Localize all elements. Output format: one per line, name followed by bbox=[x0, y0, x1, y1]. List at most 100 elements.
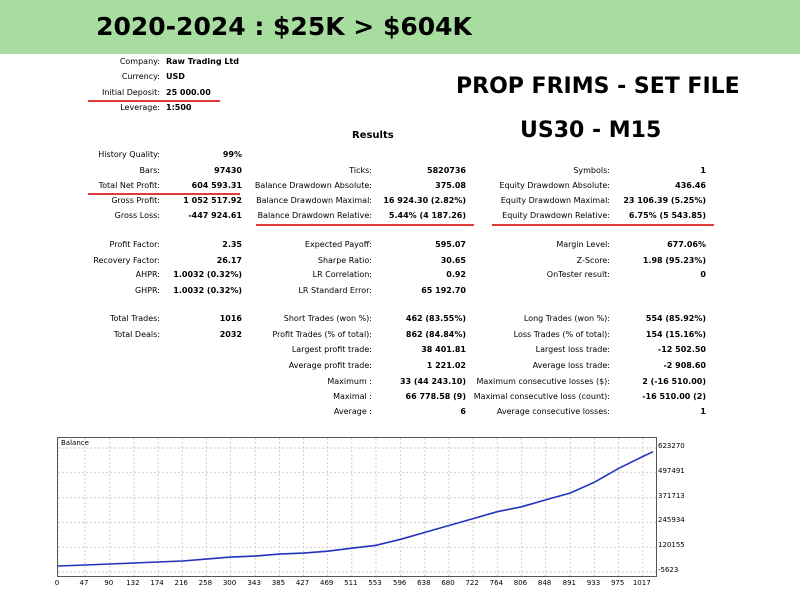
x-tick-label: 933 bbox=[586, 579, 601, 587]
net-profit-underline bbox=[88, 193, 240, 195]
header-value: 1:500 bbox=[166, 103, 192, 112]
stat-value: 1 bbox=[700, 166, 706, 175]
x-tick-label: 47 bbox=[79, 579, 89, 587]
stat-label: Maximal : bbox=[333, 392, 372, 401]
x-tick-label: 764 bbox=[489, 579, 503, 587]
x-tick-label: 427 bbox=[295, 579, 310, 587]
stat-label: Profit Trades (% of total): bbox=[272, 330, 372, 339]
stat-label: Balance Drawdown Relative: bbox=[257, 211, 372, 220]
stat-value: 0.92 bbox=[446, 270, 466, 279]
results-title: Results bbox=[352, 130, 394, 141]
stat-value: 0 bbox=[700, 270, 706, 279]
initial-deposit-underline bbox=[88, 100, 220, 102]
stat-label: Recovery Factor: bbox=[93, 256, 160, 265]
y-tick-label: 120155 bbox=[658, 541, 685, 550]
x-tick-label: 553 bbox=[368, 579, 382, 587]
banner-title: 2020-2024 : $25K > $604K bbox=[96, 12, 472, 41]
stat-value: 16 924.30 (2.82%) bbox=[383, 196, 466, 205]
x-tick-label: 174 bbox=[150, 579, 164, 587]
x-tick-label: 806 bbox=[513, 579, 528, 587]
stat-label: Margin Level: bbox=[556, 240, 610, 249]
stat-label: Total Trades: bbox=[110, 314, 160, 323]
stat-value: 66 778.58 (9) bbox=[405, 392, 466, 401]
stat-value: 677.06% bbox=[667, 240, 706, 249]
stat-label: Equity Drawdown Absolute: bbox=[499, 181, 610, 190]
top-banner bbox=[0, 0, 800, 54]
stat-value: 6.75% (5 543.85) bbox=[628, 211, 706, 220]
stat-value: 5.44% (4 187.26) bbox=[388, 211, 466, 220]
stat-value: 2.35 bbox=[222, 240, 242, 249]
header-label: Company: bbox=[119, 57, 160, 66]
stat-value: 6 bbox=[460, 407, 466, 416]
stat-value: 5820736 bbox=[427, 166, 466, 175]
x-tick-label: 1017 bbox=[632, 579, 651, 587]
stat-value: 1016 bbox=[219, 314, 242, 323]
stat-value: 65 192.70 bbox=[421, 286, 466, 295]
stat-value: 462 (83.55%) bbox=[405, 314, 466, 323]
stat-label: Largest loss trade: bbox=[535, 345, 610, 354]
equity-drawdown-underline bbox=[492, 224, 714, 226]
y-tick-label: 371713 bbox=[658, 491, 685, 500]
header-label: Currency: bbox=[121, 72, 160, 81]
header-label: Initial Deposit: bbox=[102, 88, 160, 97]
stat-label: Bars: bbox=[139, 166, 160, 175]
balance-drawdown-underline bbox=[256, 224, 474, 226]
x-tick-label: 258 bbox=[198, 579, 213, 587]
stat-value: 862 (84.84%) bbox=[405, 330, 466, 339]
stat-label: Largest profit trade: bbox=[291, 345, 372, 354]
stat-label: Maximum : bbox=[327, 377, 372, 386]
x-tick-label: 722 bbox=[465, 579, 479, 587]
stat-label: Loss Trades (% of total): bbox=[513, 330, 610, 339]
stat-value: 375.08 bbox=[435, 181, 466, 190]
stat-label: Gross Profit: bbox=[111, 196, 160, 205]
stat-label: Short Trades (won %): bbox=[283, 314, 372, 323]
x-tick-label: 511 bbox=[344, 579, 358, 587]
stat-label: Average profit trade: bbox=[288, 361, 372, 370]
stat-label: Average loss trade: bbox=[532, 361, 610, 370]
stat-value: 99% bbox=[222, 150, 242, 159]
stat-value: 26.17 bbox=[216, 256, 242, 265]
x-tick-label: 216 bbox=[174, 579, 188, 587]
stat-value: 1 052 517.92 bbox=[183, 196, 242, 205]
stat-label: LR Standard Error: bbox=[298, 286, 372, 295]
stat-label: Gross Loss: bbox=[114, 211, 160, 220]
stat-label: Profit Factor: bbox=[109, 240, 160, 249]
header-label: Leverage: bbox=[120, 103, 160, 112]
header-value: Raw Trading Ltd bbox=[166, 57, 239, 66]
stat-label: History Quality: bbox=[98, 150, 160, 159]
stat-value: 554 (85.92%) bbox=[645, 314, 706, 323]
stat-value: 97430 bbox=[214, 166, 242, 175]
y-tick-label: 245934 bbox=[658, 516, 685, 525]
x-tick-label: 300 bbox=[222, 579, 237, 587]
stat-label: Total Deals: bbox=[113, 330, 160, 339]
x-tick-label: 469 bbox=[319, 579, 334, 587]
promo-line-1: PROP FRIMS - SET FILE bbox=[456, 74, 740, 99]
x-tick-label: 638 bbox=[417, 579, 431, 587]
stat-label: GHPR: bbox=[134, 286, 160, 295]
stat-label: Equity Drawdown Relative: bbox=[502, 211, 610, 220]
stat-label: Balance Drawdown Maximal: bbox=[256, 196, 372, 205]
stat-value: 595.07 bbox=[435, 240, 466, 249]
stat-value: 1 bbox=[700, 407, 706, 416]
stat-value: 1 221.02 bbox=[426, 361, 466, 370]
stat-value: 1.0032 (0.32%) bbox=[173, 270, 242, 279]
stat-label: Maximal consecutive loss (count): bbox=[473, 392, 610, 401]
stat-label: Long Trades (won %): bbox=[523, 314, 610, 323]
balance-chart bbox=[57, 437, 657, 577]
stat-value: 2032 bbox=[219, 330, 242, 339]
promo-line-2: US30 - M15 bbox=[520, 118, 662, 143]
balance-line bbox=[57, 450, 654, 567]
y-tick-label: -5623 bbox=[658, 566, 679, 574]
stat-value: 38 401.81 bbox=[421, 345, 466, 354]
stat-label: Total Net Profit: bbox=[98, 181, 160, 190]
x-tick-label: 891 bbox=[562, 579, 576, 587]
stat-label: Equity Drawdown Maximal: bbox=[500, 196, 610, 205]
stat-value: -16 510.00 (2) bbox=[642, 392, 706, 401]
x-tick-label: 848 bbox=[537, 579, 552, 587]
stat-label: Balance Drawdown Absolute: bbox=[254, 181, 372, 190]
x-tick-label: 680 bbox=[441, 579, 455, 587]
stat-value: 1.98 (95.23%) bbox=[642, 256, 706, 265]
x-tick-label: 0 bbox=[54, 579, 60, 587]
x-tick-label: 975 bbox=[610, 579, 625, 587]
stat-value: 2 (-16 510.00) bbox=[642, 377, 706, 386]
